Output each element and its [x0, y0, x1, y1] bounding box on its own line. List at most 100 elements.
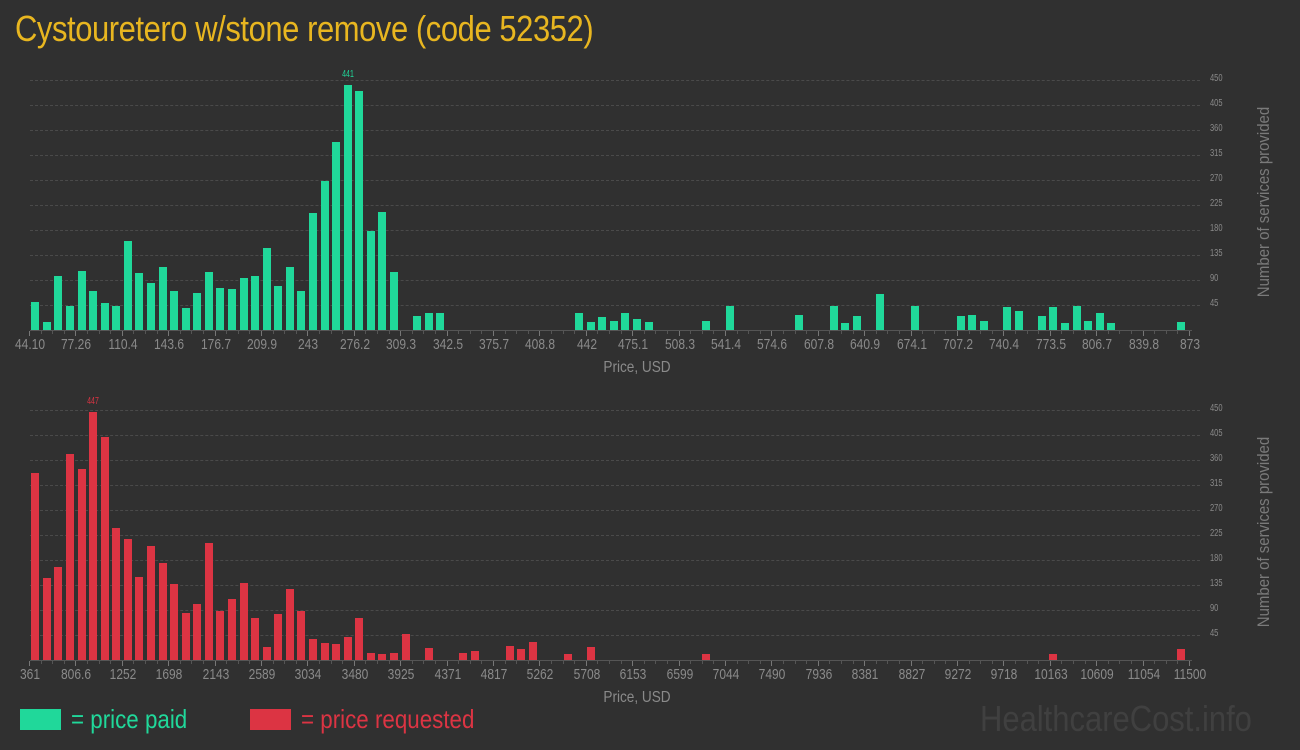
x-minor-tick — [179, 661, 181, 664]
x-tick-label: 209.9 — [246, 336, 278, 353]
y-axis-title: Number of services provided — [1254, 106, 1273, 298]
x-minor-tick — [1073, 331, 1074, 334]
x-minor-tick — [237, 661, 239, 664]
x-minor-tick — [841, 331, 842, 334]
histogram-bar — [517, 649, 526, 660]
x-minor-tick — [690, 661, 692, 664]
histogram-bar — [505, 645, 514, 660]
x-minor-tick — [481, 661, 483, 664]
x-tick — [261, 331, 262, 336]
x-minor-tick — [620, 661, 622, 664]
x-tick-label: 607.8 — [803, 336, 834, 353]
x-tick — [725, 331, 726, 336]
x-minor-tick — [759, 661, 761, 664]
x-tick — [864, 331, 866, 336]
histogram-bar — [424, 313, 433, 330]
x-minor-tick — [748, 331, 750, 334]
x-minor-tick — [609, 661, 610, 664]
x-tick — [168, 331, 170, 336]
histogram-bar — [170, 290, 179, 330]
histogram-bar — [621, 313, 630, 330]
x-tick-label: 7044 — [712, 666, 740, 683]
histogram-bar — [297, 290, 306, 330]
histogram-bar — [100, 436, 109, 660]
x-minor-tick — [829, 331, 831, 334]
histogram-bar — [181, 612, 190, 660]
y-axis-title: Number of services provided — [1254, 436, 1273, 628]
histogram-bar — [308, 213, 317, 330]
x-minor-tick — [933, 331, 935, 334]
x-axis-line — [30, 660, 1192, 661]
x-minor-tick — [87, 661, 88, 664]
histogram-bar — [251, 617, 260, 660]
histogram-bar — [158, 267, 167, 330]
gridline — [30, 535, 1200, 536]
x-tick — [817, 331, 819, 336]
x-tick-label: 873 — [1179, 336, 1201, 353]
histogram-bar — [586, 646, 595, 660]
x-minor-tick — [783, 661, 784, 664]
x-minor-tick — [98, 331, 100, 334]
x-minor-tick — [458, 331, 460, 334]
x-minor-tick — [875, 331, 877, 334]
legend-requested-label: = price requested — [301, 704, 475, 734]
histogram-bar — [135, 273, 144, 330]
x-axis-line — [30, 330, 1192, 331]
histogram-bar — [320, 180, 329, 330]
histogram-bar — [66, 305, 74, 330]
y-tick-label: 405 — [1210, 98, 1223, 109]
x-minor-tick — [156, 331, 158, 334]
histogram-bar — [227, 599, 236, 660]
histogram-bar — [956, 316, 965, 330]
histogram-bar — [147, 283, 155, 330]
x-minor-tick — [342, 331, 344, 334]
histogram-bar — [829, 306, 838, 330]
x-tick — [493, 661, 494, 666]
x-minor-tick — [968, 661, 970, 664]
histogram-bar — [123, 241, 132, 330]
x-minor-tick — [145, 661, 146, 664]
x-minor-tick — [922, 661, 924, 664]
x-minor-tick — [319, 331, 320, 334]
x-minor-tick — [191, 331, 193, 334]
legend-paid: = price paid — [20, 704, 206, 735]
histogram-bar — [274, 613, 283, 660]
x-tick-label: 6153 — [619, 666, 647, 683]
histogram-bar — [285, 588, 294, 660]
x-minor-tick — [1177, 331, 1179, 334]
x-minor-tick — [620, 331, 622, 334]
x-tick — [910, 331, 912, 336]
x-tick — [1189, 661, 1190, 666]
x-minor-tick — [794, 331, 796, 334]
gridline — [30, 460, 1200, 461]
x-minor-tick — [609, 331, 610, 334]
x-minor-tick — [1107, 661, 1109, 664]
histogram-bar — [285, 266, 294, 330]
x-minor-tick — [562, 331, 564, 334]
x-tick — [168, 661, 170, 666]
x-tick-label: 10609 — [1080, 666, 1114, 683]
x-minor-tick — [852, 661, 854, 664]
histogram-bar — [644, 322, 653, 330]
x-tick-label: 839.8 — [1128, 336, 1159, 353]
x-minor-tick — [388, 331, 390, 334]
x-minor-tick — [1119, 661, 1121, 664]
y-tick-label: 450 — [1210, 73, 1223, 84]
x-tick-label: 3480 — [341, 666, 369, 683]
histogram-bar — [575, 313, 584, 330]
histogram-bar — [702, 653, 711, 660]
histogram-bar — [413, 316, 422, 330]
x-tick-label: 7936 — [805, 666, 833, 683]
histogram-bar — [1003, 307, 1012, 330]
x-minor-tick — [272, 661, 274, 664]
y-tick-label: 45 — [1210, 298, 1219, 309]
histogram-bar — [528, 641, 537, 660]
x-tick — [400, 331, 402, 336]
x-tick — [632, 661, 634, 666]
histogram-bar — [31, 302, 40, 330]
histogram-bar — [204, 543, 213, 660]
histogram-bar — [980, 321, 989, 330]
x-minor-tick — [156, 661, 158, 664]
x-tick — [585, 331, 587, 336]
x-tick — [1003, 661, 1005, 666]
